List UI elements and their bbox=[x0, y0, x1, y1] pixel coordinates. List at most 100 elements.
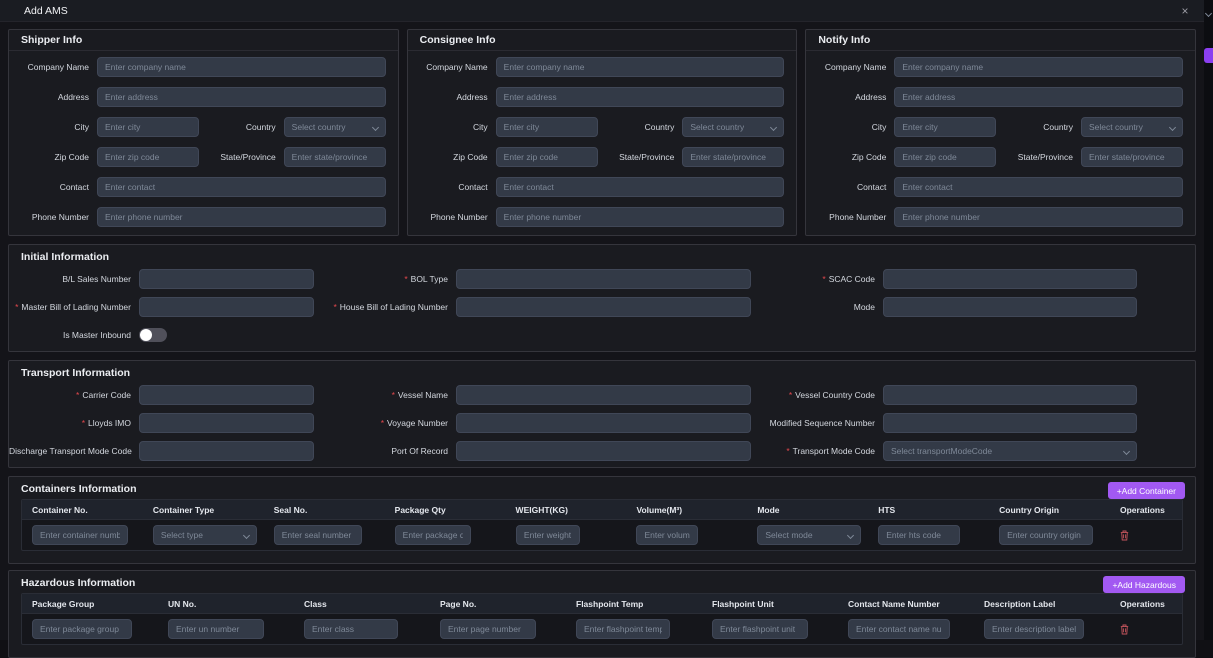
transport-mode-code-label: * Transport Mode Code bbox=[786, 446, 875, 456]
container-no-input[interactable] bbox=[32, 525, 128, 545]
house-bol-input[interactable] bbox=[456, 297, 751, 317]
notify-phone-number-input[interactable] bbox=[894, 207, 1184, 227]
shipper-phone-number-input[interactable] bbox=[97, 207, 386, 227]
scac-code-label: * SCAC Code bbox=[822, 274, 875, 284]
modal-titlebar: Add AMS × bbox=[0, 0, 1204, 22]
country-label: Country bbox=[1043, 122, 1074, 132]
master-bol-input[interactable] bbox=[139, 297, 314, 317]
carrier-code-label: * Carrier Code bbox=[76, 390, 131, 400]
notify-address-input[interactable] bbox=[894, 87, 1184, 107]
carrier-code-input[interactable] bbox=[139, 385, 314, 405]
zip-code-label: Zip Code bbox=[54, 152, 90, 162]
consignee-zip-code-input[interactable] bbox=[495, 147, 598, 167]
flashpoint-unit-input[interactable] bbox=[712, 619, 808, 639]
port-of-record-label: Port Of Record bbox=[391, 446, 448, 456]
contact-name-number-input[interactable] bbox=[848, 619, 950, 639]
volume-input[interactable] bbox=[636, 525, 699, 545]
notify-country-select[interactable]: Select country bbox=[1081, 117, 1184, 137]
un-no-input[interactable] bbox=[168, 619, 264, 639]
consignee-contact-input[interactable] bbox=[495, 177, 785, 197]
voyage-number-input[interactable] bbox=[456, 413, 751, 433]
scac-code-input[interactable] bbox=[883, 269, 1137, 289]
chevron-down-icon bbox=[371, 123, 379, 132]
address-label: Address bbox=[855, 92, 887, 102]
chevron-down-icon bbox=[1168, 123, 1177, 132]
class-input[interactable] bbox=[304, 619, 398, 639]
notify-state-province-input[interactable] bbox=[1081, 147, 1184, 167]
add-container-button[interactable]: +Add Container bbox=[1107, 482, 1185, 499]
notify-contact-input[interactable] bbox=[894, 177, 1184, 197]
consignee-city-input[interactable] bbox=[495, 117, 598, 137]
shipper-info-panel: Shipper Info Company Name Address City C… bbox=[8, 29, 399, 236]
shipper-state-province-input[interactable] bbox=[283, 147, 386, 167]
bl-sales-number-input[interactable] bbox=[139, 269, 314, 289]
hazardous-table-header: Package Group UN No. Class Page No. Flas… bbox=[22, 594, 1182, 614]
seal-no-input[interactable] bbox=[273, 525, 362, 545]
consignee-country-select[interactable]: Select country bbox=[682, 117, 785, 137]
city-label: City bbox=[473, 122, 488, 132]
consignee-address-input[interactable] bbox=[495, 87, 785, 107]
notify-city-input[interactable] bbox=[894, 117, 997, 137]
zip-code-label: Zip Code bbox=[453, 152, 488, 162]
package-qty-input[interactable] bbox=[394, 525, 471, 545]
weight-input[interactable] bbox=[515, 525, 580, 545]
close-button[interactable]: × bbox=[1176, 0, 1194, 22]
container-mode-select[interactable]: Select mode bbox=[757, 525, 862, 545]
company-name-label: Company Name bbox=[426, 62, 488, 72]
section-title: Containers Information bbox=[21, 483, 137, 495]
notify-zip-code-input[interactable] bbox=[894, 147, 997, 167]
country-label: Country bbox=[644, 122, 675, 132]
close-icon: × bbox=[1181, 4, 1189, 18]
contact-label: Contact bbox=[59, 182, 89, 192]
consignee-company-name-input[interactable] bbox=[495, 57, 785, 77]
modified-sequence-number-input[interactable] bbox=[883, 413, 1137, 433]
notify-company-name-input[interactable] bbox=[894, 57, 1184, 77]
bol-type-label: * BOL Type bbox=[404, 274, 448, 284]
discharge-transport-mode-code-input[interactable] bbox=[139, 441, 314, 461]
contact-label: Contact bbox=[857, 182, 887, 192]
port-of-record-input[interactable] bbox=[456, 441, 751, 461]
description-label-input[interactable] bbox=[984, 619, 1084, 639]
lloyds-imo-label: * Lloyds IMO bbox=[81, 418, 131, 428]
page-no-input[interactable] bbox=[440, 619, 536, 639]
state-province-label: State/Province bbox=[220, 152, 276, 162]
delete-container-row-button[interactable] bbox=[1120, 530, 1129, 541]
consignee-state-province-input[interactable] bbox=[682, 147, 785, 167]
bol-type-input[interactable] bbox=[456, 269, 751, 289]
chevron-down-icon bbox=[1204, 9, 1213, 18]
state-province-label: State/Province bbox=[619, 152, 675, 162]
container-type-select[interactable]: Select type bbox=[152, 525, 257, 545]
flashpoint-temp-input[interactable] bbox=[576, 619, 670, 639]
add-hazardous-button[interactable]: +Add Hazardous bbox=[1103, 576, 1185, 593]
lloyds-imo-input[interactable] bbox=[139, 413, 314, 433]
delete-hazardous-row-button[interactable] bbox=[1120, 624, 1129, 635]
address-label: Address bbox=[456, 92, 488, 102]
country-origin-input[interactable] bbox=[999, 525, 1094, 545]
containers-information-section: Containers Information +Add Container Co… bbox=[8, 476, 1196, 564]
voyage-number-label: * Voyage Number bbox=[380, 418, 448, 428]
shipper-address-input[interactable] bbox=[97, 87, 386, 107]
shipper-zip-code-input[interactable] bbox=[97, 147, 199, 167]
shipper-contact-input[interactable] bbox=[97, 177, 386, 197]
hts-input[interactable] bbox=[878, 525, 961, 545]
vessel-name-input[interactable] bbox=[456, 385, 751, 405]
transport-mode-code-select[interactable]: Select transportModeCode bbox=[883, 441, 1137, 461]
vessel-country-code-input[interactable] bbox=[883, 385, 1137, 405]
party-panels-row: Shipper Info Company Name Address City C… bbox=[8, 29, 1197, 236]
is-master-inbound-toggle[interactable] bbox=[139, 328, 167, 342]
consignee-info-panel: Consignee Info Company Name Address City… bbox=[406, 29, 798, 236]
company-name-label: Company Name bbox=[27, 62, 89, 72]
vessel-name-label: * Vessel Name bbox=[391, 390, 448, 400]
shipper-city-input[interactable] bbox=[97, 117, 199, 137]
mode-input[interactable] bbox=[883, 297, 1137, 317]
phone-number-label: Phone Number bbox=[829, 212, 887, 222]
house-bol-label: * House Bill of Lading Number bbox=[333, 302, 448, 312]
container-row: Select type Select mode bbox=[22, 520, 1182, 550]
background-button-fragment bbox=[1204, 48, 1213, 63]
bl-sales-number-label: B/L Sales Number bbox=[62, 274, 131, 284]
shipper-company-name-input[interactable] bbox=[97, 57, 386, 77]
consignee-phone-number-input[interactable] bbox=[495, 207, 785, 227]
shipper-country-select[interactable]: Select country bbox=[283, 117, 386, 137]
package-group-input[interactable] bbox=[32, 619, 132, 639]
hazardous-table: Package Group UN No. Class Page No. Flas… bbox=[21, 593, 1183, 645]
